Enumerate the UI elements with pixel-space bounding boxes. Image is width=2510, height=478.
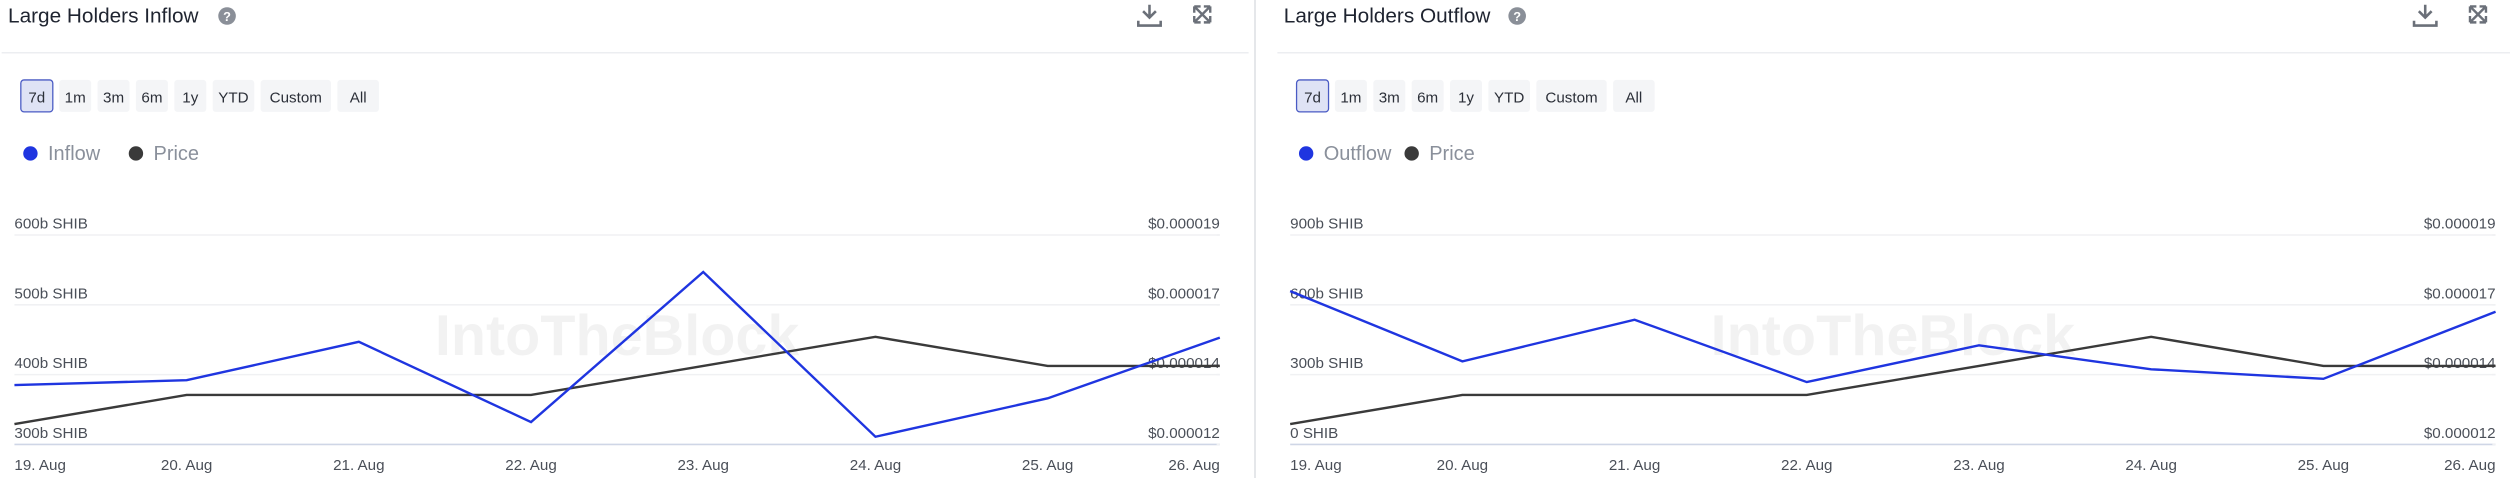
help-icon[interactable] [1508, 7, 1526, 25]
y-tick-label: 300b SHIB [1290, 355, 1363, 372]
range-button[interactable] [1488, 79, 1530, 112]
range-button[interactable] [20, 79, 54, 113]
range-button-label[interactable]: All [350, 89, 367, 106]
range-button[interactable] [59, 79, 92, 112]
series-line [1289, 335, 2496, 426]
range-button-label[interactable]: YTD [218, 89, 248, 106]
watermark: IntoTheBlock [435, 304, 800, 368]
range-button[interactable] [1373, 79, 1406, 112]
series-line [14, 270, 1221, 439]
range-button-label[interactable]: 1y [182, 89, 198, 106]
range-button[interactable] [1450, 79, 1483, 112]
range-button[interactable] [260, 79, 331, 112]
range-button-label[interactable]: Custom [270, 89, 322, 106]
expand-icon[interactable] [2468, 5, 2488, 24]
legend-marker[interactable] [128, 146, 144, 161]
y2-tick-label: $0.000014 [1148, 355, 1220, 372]
range-button[interactable] [135, 79, 168, 112]
range-button-label[interactable]: 3m [103, 89, 124, 106]
range-button-label[interactable]: 3m [1379, 89, 1400, 106]
x-tick-label: 26. Aug [2444, 457, 2495, 474]
legend-marker[interactable] [1404, 146, 1419, 161]
x-tick-label: 22. Aug [1781, 457, 1832, 474]
range-button-label[interactable]: 6m [1417, 89, 1438, 106]
y2-tick-label: $0.000017 [1148, 285, 1220, 302]
range-button[interactable] [97, 79, 130, 112]
legend-label[interactable]: Price [154, 143, 200, 165]
range-button-label[interactable]: 6m [141, 89, 162, 106]
x-tick-label: 19. Aug [14, 457, 65, 474]
y-tick-label: 900b SHIB [1290, 216, 1363, 233]
x-tick-label: 20. Aug [161, 457, 212, 474]
y-tick-label: 600b SHIB [14, 216, 87, 233]
range-button-label[interactable]: 1m [1340, 89, 1361, 106]
range-button-label[interactable]: 7d [1304, 89, 1321, 106]
x-tick-label: 22. Aug [505, 457, 556, 474]
y2-tick-label: $0.000012 [2424, 425, 2496, 442]
y-tick-label: 300b SHIB [14, 425, 87, 442]
expand-icon[interactable] [1193, 5, 1212, 24]
help-icon[interactable] [218, 7, 236, 25]
range-button[interactable] [337, 79, 379, 112]
series-line [14, 335, 1220, 426]
x-tick-label: 25. Aug [2298, 457, 2349, 474]
range-button[interactable] [174, 79, 207, 112]
x-tick-label: 24. Aug [2125, 457, 2176, 474]
range-button-label[interactable]: 1m [65, 89, 86, 106]
x-tick-label: 25. Aug [1022, 457, 1073, 474]
legend-label[interactable]: Inflow [48, 143, 101, 165]
x-tick-label: 23. Aug [677, 457, 728, 474]
x-tick-label: 24. Aug [850, 457, 901, 474]
x-tick-label: 21. Aug [333, 457, 384, 474]
range-button[interactable] [1536, 79, 1607, 112]
legend-marker[interactable] [1298, 146, 1314, 161]
watermark: IntoTheBlock [1711, 304, 2076, 368]
y2-tick-label: $0.000012 [1148, 425, 1220, 442]
help-icon-mark: ? [1513, 9, 1521, 24]
legend-label[interactable]: Price [1429, 143, 1475, 165]
range-button-label[interactable]: YTD [1494, 89, 1524, 106]
y2-tick-label: $0.000014 [2424, 355, 2496, 372]
range-button-label[interactable]: 1y [1458, 89, 1474, 106]
chart-title: Large Holders Inflow [8, 4, 199, 27]
x-tick-label: 26. Aug [1168, 457, 1219, 474]
y2-tick-label: $0.000019 [1148, 216, 1220, 233]
x-tick-label: 19. Aug [1290, 457, 1341, 474]
y-tick-label: 600b SHIB [1290, 285, 1363, 302]
range-button[interactable] [1334, 79, 1367, 112]
range-button[interactable] [1613, 79, 1655, 112]
y2-tick-label: $0.000017 [2424, 285, 2496, 302]
range-button-label[interactable]: All [1625, 89, 1642, 106]
x-tick-label: 23. Aug [1953, 457, 2004, 474]
range-button[interactable] [1295, 79, 1330, 113]
range-button-label[interactable]: Custom [1545, 89, 1597, 106]
x-tick-label: 21. Aug [1609, 457, 1660, 474]
download-icon[interactable] [2412, 4, 2438, 27]
y-tick-label: 400b SHIB [14, 355, 87, 372]
range-button[interactable] [1411, 79, 1444, 112]
chart-title: Large Holders Outflow [1284, 4, 1492, 27]
legend-label[interactable]: Outflow [1324, 143, 1392, 165]
range-button[interactable] [212, 79, 255, 112]
x-tick-label: 20. Aug [1437, 457, 1488, 474]
series-line [1289, 289, 2496, 384]
y-tick-label: 0 SHIB [1290, 425, 1338, 442]
help-icon-mark: ? [223, 9, 231, 24]
legend-marker[interactable] [23, 146, 38, 161]
y-tick-label: 500b SHIB [14, 285, 87, 302]
y2-tick-label: $0.000019 [2424, 216, 2496, 233]
range-button-label[interactable]: 7d [28, 89, 45, 106]
download-icon[interactable] [1137, 4, 1162, 27]
